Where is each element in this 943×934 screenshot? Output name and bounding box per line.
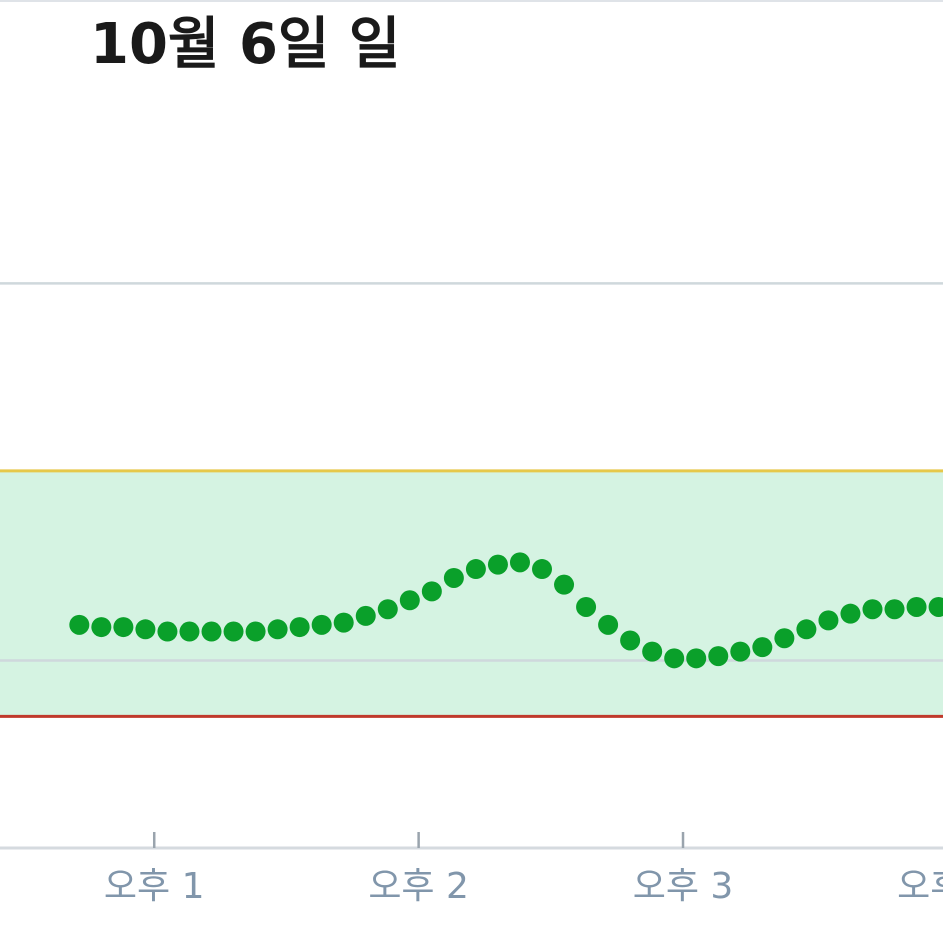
target-band [0,470,943,717]
data-point [664,648,685,669]
data-point [906,596,927,617]
data-point [796,619,817,640]
data-point [532,559,553,580]
data-point [421,581,442,602]
data-point [598,614,619,635]
data-point [730,641,751,662]
data-point [884,599,905,620]
data-point [752,637,773,658]
data-point [576,596,597,617]
data-point [443,567,464,588]
data-point [245,621,266,642]
data-point [113,617,134,638]
data-point [377,599,398,620]
data-point [289,617,310,638]
data-point [642,641,663,662]
data-point [201,621,222,642]
data-point [620,630,641,651]
data-point [862,599,883,620]
data-point [399,590,420,611]
data-point [465,559,486,580]
data-point [135,619,156,640]
data-point [818,610,839,631]
data-point [355,605,376,626]
data-point [179,621,200,642]
x-tick-label: 오후 4 [897,866,943,907]
data-point [708,646,729,667]
data-point [509,552,530,573]
data-point [840,603,861,624]
data-point [91,617,112,638]
data-point [774,628,795,649]
data-point [157,621,178,642]
data-point [928,596,943,617]
x-tick-label: 오후 2 [368,866,469,907]
data-point [69,614,90,635]
x-tick-label: 오후 1 [104,866,205,907]
data-point [554,574,575,595]
data-point [333,612,354,633]
x-tick-label: 오후 3 [633,866,734,907]
data-point [487,554,508,575]
data-point [267,619,288,640]
data-point [311,614,332,635]
data-point [223,621,244,642]
chart-title: 10월 6일 일 [90,12,400,77]
data-point [686,648,707,669]
